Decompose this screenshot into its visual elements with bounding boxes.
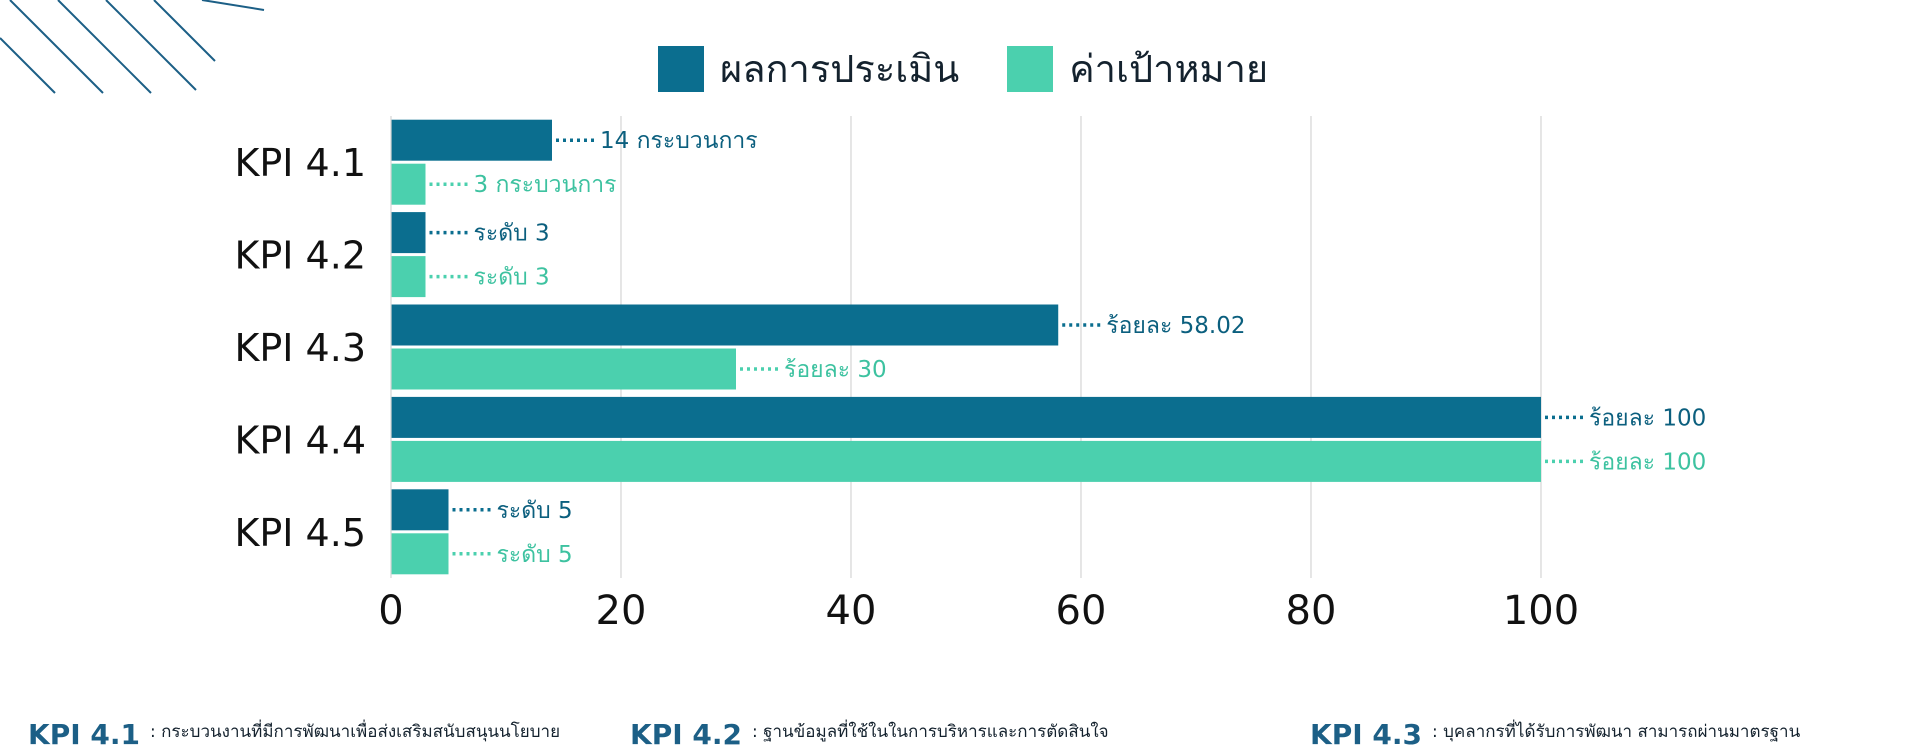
legend-swatch-target [1007,45,1054,92]
footnotes: KPI 4.1 : กระบวนงานที่มีการพัฒนาเพื่อส่ง… [0,720,1920,750]
chart-legend: ผลการประเมิน ค่าเป้าหมาย [658,38,1316,99]
footnote-text: : กระบวนงานที่มีการพัฒนาเพื่อส่งเสริมสนั… [150,722,561,742]
kpi-bar-chart: 0 20 40 60 80 100 KPI 4.1 14 กระบวนการ 3 กระบวนก… [234,116,1706,634]
category-label: KPI 4.1 [234,141,366,185]
footnote-text: : ฐานข้อมูลที่ใช้ในในการบริหารและการตัดส… [752,722,1109,742]
x-tick-label: 20 [596,588,647,634]
legend-label-result: ผลการประเมิน [720,47,960,91]
footnote-kpi-4-2: KPI 4.2 : ฐานข้อมูลที่ใช้ในในการบริหารแล… [630,720,1109,750]
data-label: ระดับ 5 [497,498,573,524]
data-label: ระดับ 3 [474,265,550,291]
data-label: 3 กระบวนการ [474,172,617,198]
bar [391,163,426,205]
footnote-code: KPI 4.2 [630,718,742,751]
bar [391,256,426,298]
x-tick-label: 100 [1503,588,1579,634]
data-label: ร้อยละ 58.02 [1106,313,1245,339]
footnote-text: : บุคลากรที่ได้รับการพัฒนา สามารถผ่านมาต… [1432,722,1801,742]
bar [391,119,552,161]
category-label: KPI 4.5 [234,511,366,555]
legend-item-result: ผลการประเมิน [658,38,959,99]
data-label: ระดับ 3 [474,221,550,247]
legend-label-target: ค่าเป้าหมาย [1069,47,1269,91]
x-tick-label: 40 [826,588,877,634]
legend-item-target: ค่าเป้าหมาย [1007,38,1268,99]
category-label: KPI 4.4 [234,418,366,462]
legend-swatch-result [658,45,704,92]
bar [391,348,736,390]
category-label: KPI 4.3 [234,326,366,370]
bar [391,212,426,254]
footnote-kpi-4-3: KPI 4.3 : บุคลากรที่ได้รับการพัฒนา สามาร… [1310,720,1800,750]
data-label: ร้อยละ 100 [1589,449,1706,475]
bar [391,304,1059,346]
bar [391,396,1541,438]
x-tick-label: 0 [378,588,403,634]
bar [391,489,449,531]
footnote-kpi-4-1: KPI 4.1 : กระบวนงานที่มีการพัฒนาเพื่อส่ง… [28,720,560,750]
bar [391,533,449,575]
data-label: 14 กระบวนการ [600,128,758,154]
data-label: ร้อยละ 100 [1589,405,1706,431]
footnote-code: KPI 4.3 [1310,718,1422,751]
footnote-code: KPI 4.1 [28,718,140,751]
x-tick-label: 60 [1056,588,1107,634]
x-tick-label: 80 [1286,588,1337,634]
data-label: ระดับ 5 [497,542,573,568]
bar [391,440,1541,482]
data-label: ร้อยละ 30 [784,357,887,383]
category-label: KPI 4.2 [234,234,366,278]
